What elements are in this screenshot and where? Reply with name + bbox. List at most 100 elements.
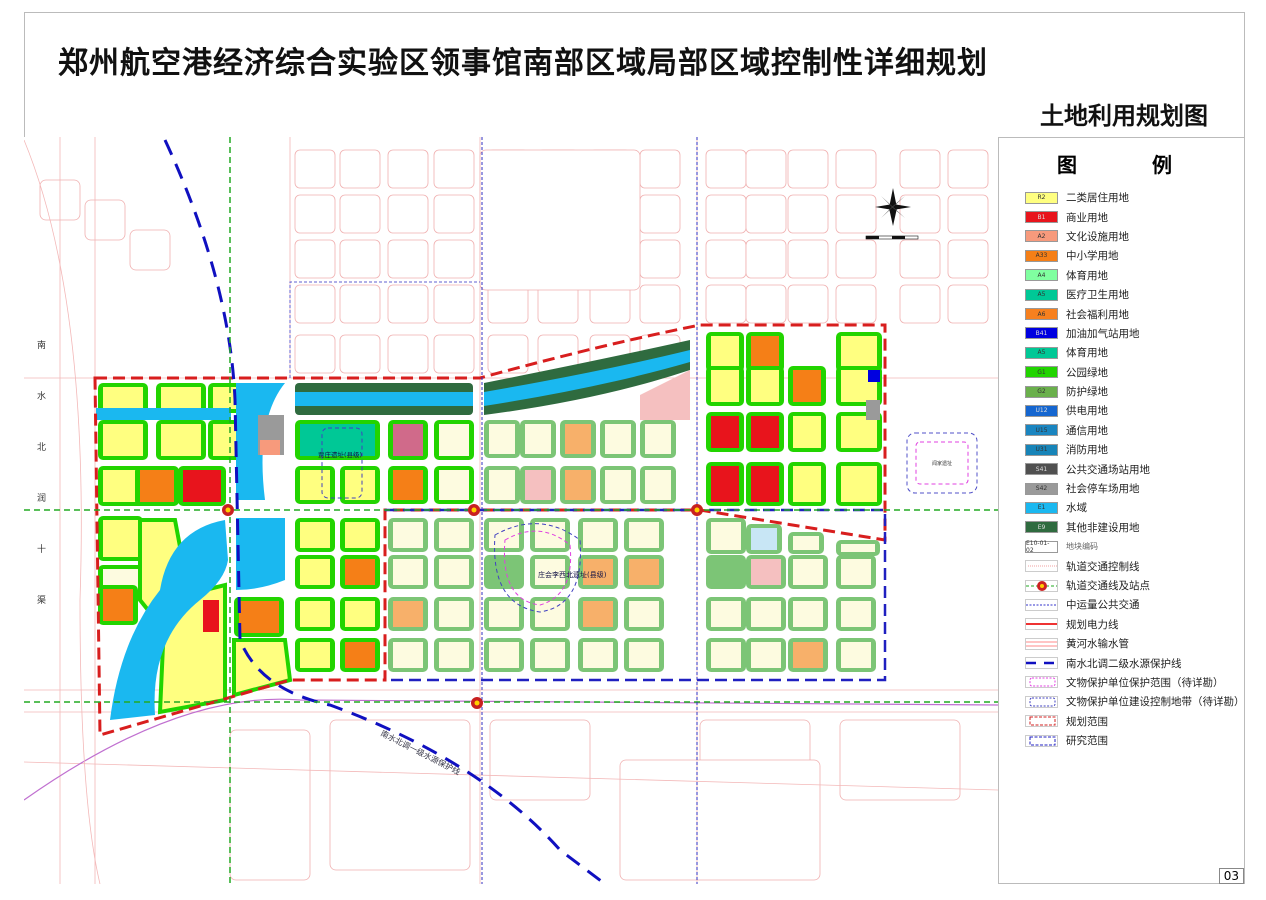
parcel[interactable] <box>746 555 786 589</box>
land-use-map[interactable]: 闻家遗址 庄会李西北遗址(县级) 贾庄遗址(县级) 南水北调一级水源保护线 南水… <box>24 137 998 884</box>
parcel[interactable] <box>295 466 335 504</box>
parcel[interactable] <box>640 420 676 458</box>
parcel[interactable] <box>178 466 226 506</box>
parcel[interactable] <box>434 518 474 552</box>
rail-station-icon[interactable] <box>471 697 483 709</box>
parcel[interactable] <box>340 638 380 672</box>
parcel[interactable] <box>788 462 826 506</box>
parcel[interactable] <box>600 466 636 504</box>
parcel[interactable] <box>234 597 284 637</box>
parcel[interactable] <box>706 597 746 631</box>
parcel[interactable] <box>746 462 784 506</box>
parcel[interactable] <box>340 597 380 631</box>
parcel[interactable] <box>340 555 380 589</box>
parcel[interactable] <box>746 332 784 372</box>
parcel[interactable] <box>578 638 618 672</box>
parcel[interactable] <box>434 420 474 460</box>
parcel[interactable] <box>746 412 784 452</box>
parcel[interactable] <box>135 466 179 506</box>
parcel[interactable] <box>388 638 428 672</box>
parcel[interactable] <box>388 518 428 552</box>
parcel[interactable] <box>788 597 828 631</box>
parcel[interactable] <box>98 516 143 561</box>
parcel[interactable] <box>388 466 428 504</box>
parcel[interactable] <box>434 638 474 672</box>
parcel[interactable] <box>706 366 744 406</box>
parcel[interactable] <box>836 555 876 589</box>
parcel[interactable] <box>388 597 428 631</box>
context-block <box>839 719 961 801</box>
legend-item: S42 社会停车场用地 <box>1025 479 1245 498</box>
parcel[interactable] <box>836 332 882 372</box>
parcel[interactable] <box>98 585 138 625</box>
parcel[interactable] <box>520 466 556 504</box>
context-block <box>294 284 336 324</box>
parcel[interactable] <box>530 597 570 631</box>
parcel[interactable] <box>706 332 744 372</box>
parcel[interactable] <box>788 555 828 589</box>
parcel[interactable] <box>340 466 380 504</box>
parcel[interactable] <box>836 540 880 556</box>
parcel[interactable] <box>600 420 636 458</box>
parcel[interactable] <box>434 466 474 504</box>
parcel[interactable] <box>746 524 782 554</box>
parcel[interactable] <box>706 518 746 554</box>
parcel[interactable] <box>560 466 596 504</box>
parcel[interactable] <box>836 412 882 452</box>
parcel[interactable] <box>388 420 428 460</box>
parcel[interactable] <box>788 366 826 406</box>
parcel[interactable] <box>484 466 520 504</box>
parcel[interactable] <box>624 597 664 631</box>
rail-station-icon[interactable] <box>468 504 480 516</box>
parcel[interactable] <box>578 597 618 631</box>
parcel[interactable] <box>98 420 148 460</box>
legend-label: 规划电力线 <box>1066 618 1119 631</box>
parcel[interactable] <box>640 466 676 504</box>
parcel[interactable] <box>624 555 664 589</box>
parcel[interactable] <box>295 518 335 552</box>
parcel[interactable] <box>388 555 428 589</box>
parcel[interactable] <box>98 383 148 413</box>
parcel[interactable] <box>624 638 664 672</box>
parcel[interactable] <box>706 555 746 589</box>
parcel[interactable] <box>836 597 876 631</box>
context-block <box>639 239 681 279</box>
parcel[interactable] <box>706 638 746 672</box>
legend-label: 体育用地 <box>1066 347 1108 360</box>
parcel[interactable] <box>746 366 784 406</box>
parcel[interactable] <box>836 638 876 672</box>
parcel[interactable] <box>746 597 786 631</box>
parcel[interactable] <box>484 638 524 672</box>
parcel[interactable] <box>530 518 570 552</box>
parcel[interactable] <box>434 597 474 631</box>
parcel[interactable] <box>156 420 206 460</box>
parcel[interactable] <box>530 555 570 589</box>
rail-station-icon[interactable] <box>222 504 234 516</box>
parcel[interactable] <box>788 412 826 452</box>
parcel[interactable] <box>484 597 524 631</box>
parcel[interactable] <box>295 638 335 672</box>
parcel[interactable] <box>578 555 618 589</box>
rail-station-icon[interactable] <box>691 504 703 516</box>
parcel[interactable] <box>295 597 335 631</box>
parcels <box>96 332 882 720</box>
parcel[interactable] <box>530 638 570 672</box>
parcel[interactable] <box>836 462 882 506</box>
parcel[interactable] <box>340 518 380 552</box>
parcel[interactable] <box>560 420 596 458</box>
parcel[interactable] <box>746 638 786 672</box>
parcel[interactable] <box>706 462 744 506</box>
parcel[interactable] <box>788 532 824 554</box>
parcel[interactable] <box>706 412 744 452</box>
parcel[interactable] <box>434 555 474 589</box>
parcel[interactable] <box>624 518 664 552</box>
context-block <box>387 334 429 374</box>
parcel[interactable] <box>295 555 335 589</box>
parcel[interactable] <box>484 420 520 458</box>
parcel[interactable] <box>788 638 828 672</box>
parcel[interactable] <box>484 518 524 552</box>
parcel[interactable] <box>578 518 618 552</box>
parcel[interactable] <box>520 420 556 458</box>
parcel[interactable] <box>156 383 206 413</box>
parcel[interactable] <box>484 555 524 589</box>
